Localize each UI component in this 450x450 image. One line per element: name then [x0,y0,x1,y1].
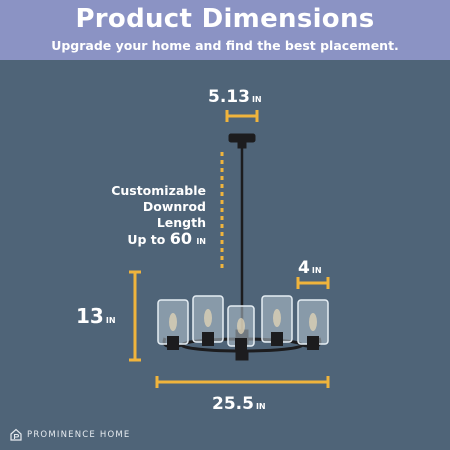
house-p-logo-icon [10,428,22,441]
downrod-value: 60 [169,229,192,248]
downrod-label-line1: Customizable [111,183,206,198]
height-line [129,270,141,362]
shade-5 [297,299,329,350]
downrod-label-line2: Downrod Length [142,199,206,230]
height-unit: IN [105,316,116,325]
downrod-length-line-text: Up to 60 IN [92,231,206,250]
downrod-unit: IN [196,237,206,246]
shade-2 [192,295,224,346]
downrod-note: Customizable Downrod Length Up to 60 IN [92,183,206,250]
canopy-width-line [225,110,259,122]
canopy-width-unit: IN [251,95,262,104]
canopy-width-label: 5.13 IN [208,87,262,107]
brand-name: PROMINENCE HOME [27,429,131,440]
height-label: 13 IN [76,304,116,328]
page-subtitle: Upgrade your home and find the best plac… [51,38,399,53]
total-width-value: 25.5 [212,394,254,414]
header-banner: Product Dimensions Upgrade your home and… [0,0,450,60]
shade-width-value: 4 [298,258,310,278]
total-width-unit: IN [255,402,266,411]
downrod-prefix: Up to [127,232,166,247]
shade-width-line [296,277,330,289]
brand-logo: PROMINENCE HOME [10,428,130,441]
shade-3 [227,305,255,350]
canopy-width-value: 5.13 [208,87,250,107]
page-title: Product Dimensions [75,4,375,34]
shade-width-label: 4 IN [298,258,322,278]
shade-width-unit: IN [311,266,322,275]
shade-4 [261,295,293,346]
total-width-label: 25.5 IN [212,394,266,414]
total-width-line [155,376,330,388]
shade-1 [157,299,189,350]
height-value: 13 [76,304,104,328]
glass-shades [157,295,329,350]
